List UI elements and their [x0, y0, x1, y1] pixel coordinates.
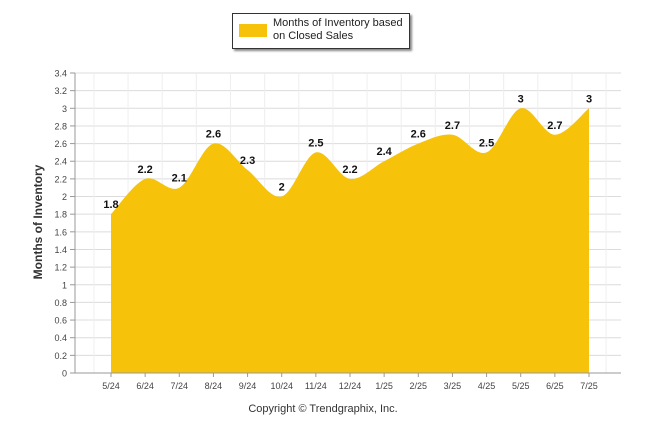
- legend: Months of Inventory based on Closed Sale…: [232, 13, 410, 49]
- y-tick-label: 0.4: [54, 333, 67, 343]
- y-tick-label: 3: [62, 104, 67, 114]
- y-tick-label: 1.4: [54, 245, 67, 255]
- data-label: 2.5: [479, 137, 494, 149]
- x-tick-label: 5/24: [102, 381, 120, 391]
- y-tick-label: 1.8: [54, 210, 67, 220]
- data-label: 2.7: [547, 120, 562, 132]
- y-tick-label: 1: [62, 280, 67, 290]
- data-label: 2: [279, 182, 285, 194]
- y-tick-label: 2: [62, 192, 67, 202]
- y-tick-label: 2.6: [54, 139, 67, 149]
- legend-label: Months of Inventory based on Closed Sale…: [273, 17, 403, 42]
- y-tick-label: 0: [62, 369, 67, 379]
- data-label: 1.8: [103, 199, 118, 211]
- y-tick-label: 0.2: [54, 351, 67, 361]
- area-fill: [111, 108, 589, 373]
- x-tick-label: 5/25: [512, 381, 530, 391]
- x-tick-label: 10/24: [270, 381, 293, 391]
- copyright-text: Copyright © Trendgraphix, Inc.: [248, 403, 398, 415]
- data-label: 2.1: [172, 173, 187, 185]
- data-label: 2.2: [342, 164, 357, 176]
- y-tick-label: 3.4: [54, 69, 67, 79]
- x-tick-label: 11/24: [305, 381, 327, 391]
- data-label: 2.3: [240, 155, 255, 167]
- y-axis-title: Months of Inventory: [31, 164, 45, 279]
- data-label: 3: [586, 93, 592, 105]
- data-label: 3: [518, 93, 524, 105]
- data-label: 2.4: [376, 146, 392, 158]
- y-tick-label: 1.2: [54, 263, 67, 273]
- x-tick-label: 9/24: [239, 381, 257, 391]
- y-tick-label: 2.4: [54, 157, 67, 167]
- x-axis: 5/24 6/24 7/24 8/24 9/24 10/24 11/24 12/24 1/25 2…: [75, 372, 621, 391]
- x-tick-label: 6/24: [136, 381, 154, 391]
- x-tick-label: 6/25: [546, 381, 564, 391]
- x-tick-label: 2/25: [410, 381, 428, 391]
- x-tick-label: 3/25: [444, 381, 462, 391]
- y-tick-label: 1.6: [54, 227, 67, 237]
- y-tick-label: 2.2: [54, 174, 67, 184]
- legend-swatch: [239, 24, 267, 37]
- x-tick-label: 4/25: [478, 381, 496, 391]
- x-tick-label: 1/25: [375, 381, 393, 391]
- x-tick-label: 12/24: [339, 381, 362, 391]
- data-label: 2.6: [206, 129, 221, 141]
- area-series: [111, 108, 589, 373]
- data-label: 2.5: [308, 137, 323, 149]
- data-label: 2.6: [411, 129, 426, 141]
- y-tick-label: 2.8: [54, 121, 67, 131]
- data-labels: 1.8 2.2 2.1 2.6 2.3 2 2.5 2.2 2.4 2.6 2.7 2.5 3 2.7 3: [103, 93, 592, 211]
- x-tick-label: 7/25: [580, 381, 598, 391]
- data-label: 2.2: [137, 164, 152, 176]
- x-tick-label: 8/24: [205, 381, 223, 391]
- y-axis: 0 0.2 0.4 0.6 0.8 1 1.2 1.4 1.6 1.8 2 2.2 2.4 2.6 2.8 3…: [54, 69, 76, 379]
- y-tick-label: 3.2: [54, 86, 67, 96]
- y-tick-label: 0.6: [54, 316, 67, 326]
- y-tick-label: 0.8: [54, 298, 67, 308]
- data-label: 2.7: [445, 120, 460, 132]
- x-tick-label: 7/24: [171, 381, 189, 391]
